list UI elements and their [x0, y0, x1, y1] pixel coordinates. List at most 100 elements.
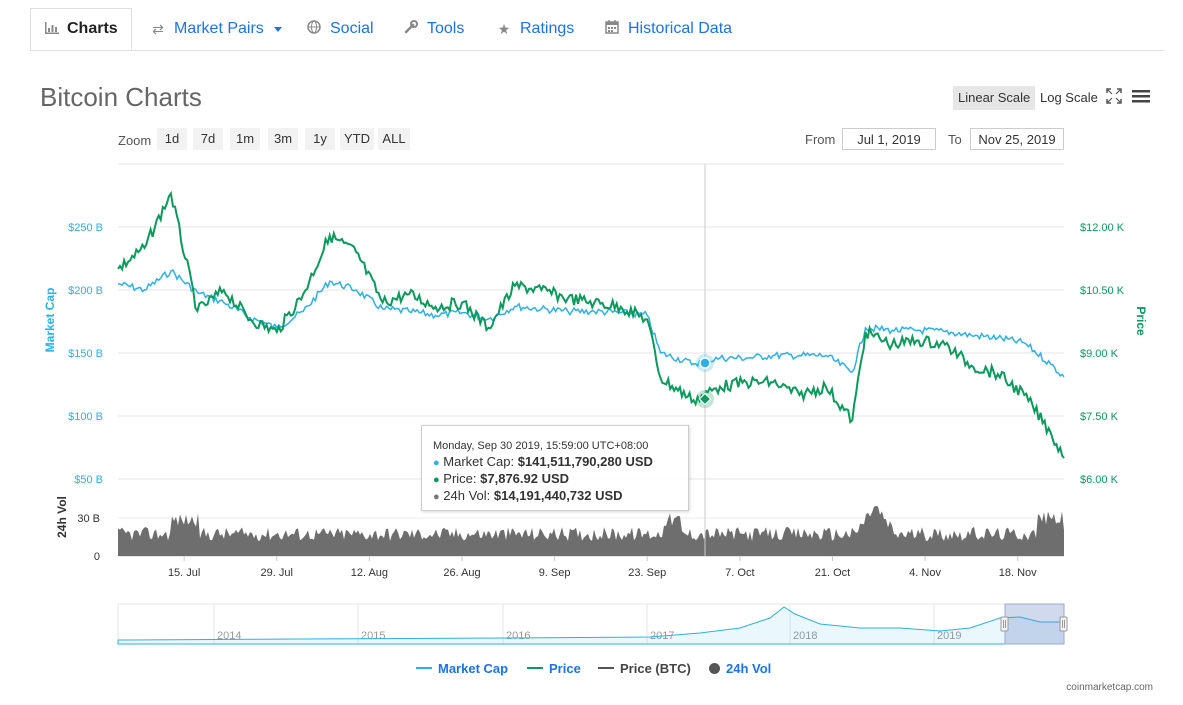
- market-cap-line: [117, 269, 1065, 378]
- from-date-input[interactable]: Jul 1, 2019: [842, 128, 936, 150]
- tab-social[interactable]: Social: [306, 8, 374, 50]
- zoom-1y-button[interactable]: 1y: [305, 128, 335, 150]
- navigator-line: [117, 606, 1065, 645]
- tab-tools[interactable]: Tools: [403, 8, 464, 50]
- zoom-3m-button[interactable]: 3m: [268, 128, 298, 150]
- left-tick-label: $100 B: [68, 411, 103, 423]
- navigator-handle-left[interactable]: [1000, 616, 1009, 632]
- from-label: From: [805, 132, 836, 147]
- market-cap-dot-icon: ●: [433, 457, 440, 469]
- market-cap-hover-halo: [696, 354, 714, 372]
- legend-line-icon: [598, 667, 614, 669]
- navigator-year-label: 2015: [361, 630, 385, 642]
- navigator-frame: [117, 603, 1065, 645]
- to-label: To: [948, 132, 962, 147]
- right-axis-title: Price: [1134, 306, 1148, 336]
- navigator-year-label: 2016: [506, 630, 530, 642]
- calendar-icon: [604, 8, 620, 50]
- left-tick-label: $200 B: [68, 285, 103, 297]
- right-tick-label: $7.50 K: [1080, 411, 1119, 423]
- navigator-year-label: 2017: [650, 630, 674, 642]
- fullscreen-icon[interactable]: [1105, 88, 1123, 106]
- tooltip-value: $141,511,790,280 USD: [517, 454, 653, 469]
- navigator-year-label: 2019: [937, 630, 961, 642]
- log-scale-button[interactable]: Log Scale: [1040, 90, 1098, 105]
- price-hover-halo: [696, 390, 714, 408]
- left-tick-label: $50 B: [74, 474, 103, 486]
- right-tick-label: $6.00 K: [1080, 474, 1119, 486]
- price-line: [117, 190, 1065, 459]
- legend-label: 24h Vol: [726, 660, 772, 676]
- legend-label: Price: [549, 660, 581, 676]
- x-tick-label: 21. Oct: [815, 567, 850, 579]
- x-axis: 15. Jul 29. Jul 12. Aug 26. Aug 9. Sep 23. Se…: [168, 556, 1037, 579]
- tooltip-value: $7,876.92 USD: [480, 471, 570, 486]
- tab-label: Historical Data: [628, 20, 733, 37]
- volume-dot-icon: ●: [433, 491, 440, 503]
- legend-line-icon: [416, 667, 432, 669]
- chart-tooltip: Monday, Sep 30 2019, 15:59:00 UTC+08:00 …: [421, 425, 689, 511]
- x-tick-label: 23. Sep: [628, 567, 666, 579]
- tab-label: Tools: [427, 20, 465, 37]
- x-tick-label: 9. Sep: [539, 567, 571, 579]
- x-tick-label: 7. Oct: [725, 567, 754, 579]
- legend-item-price-btc[interactable]: Price (BTC): [598, 659, 691, 677]
- tab-label: Social: [330, 20, 374, 37]
- legend-label: Price (BTC): [620, 660, 691, 676]
- legend-line-icon: [527, 667, 543, 669]
- star-icon: ★: [497, 21, 511, 37]
- to-date-input[interactable]: Nov 25, 2019: [970, 128, 1064, 150]
- chart-tabs: Charts ⇄ Market Pairs Social Tools ★ Rat…: [30, 8, 1163, 51]
- tooltip-row-market-cap: ● Market Cap: $141,511,790,280 USD: [433, 454, 688, 471]
- x-tick-label: 26. Aug: [443, 567, 480, 579]
- tab-label: Charts: [67, 20, 118, 37]
- tab-market-pairs[interactable]: ⇄ Market Pairs: [150, 8, 282, 50]
- wrench-icon: [403, 8, 419, 50]
- legend-item-market-cap[interactable]: Market Cap: [416, 659, 508, 677]
- zoom-label: Zoom: [118, 133, 152, 148]
- caret-down-icon: [273, 26, 282, 32]
- price-hover-point: [698, 392, 712, 406]
- legend-item-24h-vol[interactable]: 24h Vol: [709, 659, 771, 677]
- tab-label: Ratings: [520, 20, 575, 37]
- left-tick-label: $150 B: [68, 348, 103, 360]
- tab-ratings[interactable]: ★ Ratings: [496, 8, 575, 50]
- tooltip-label: Price:: [443, 471, 477, 486]
- volume-tick-label: 0: [94, 551, 100, 563]
- x-tick-label: 15. Jul: [168, 567, 200, 579]
- globe-icon: [306, 8, 322, 50]
- volume-area: [118, 505, 1064, 556]
- price-dot-icon: ●: [433, 474, 440, 486]
- navigator-selection[interactable]: [1004, 603, 1065, 645]
- tooltip-date: Monday, Sep 30 2019, 15:59:00 UTC+08:00: [433, 440, 649, 452]
- credit-text: coinmarketcap.com: [1066, 682, 1153, 693]
- legend-label: Market Cap: [438, 660, 509, 676]
- right-tick-label: $9.00 K: [1080, 348, 1119, 360]
- bar-chart-icon: [45, 8, 59, 50]
- zoom-1d-button[interactable]: 1d: [157, 128, 187, 150]
- tab-charts[interactable]: Charts: [30, 8, 132, 50]
- tab-label: Market Pairs: [174, 20, 264, 37]
- x-tick-label: 4. Nov: [909, 567, 941, 579]
- page-title: Bitcoin Charts: [40, 82, 202, 112]
- linear-scale-button[interactable]: Linear Scale: [953, 86, 1036, 110]
- menu-icon[interactable]: [1132, 88, 1150, 106]
- legend-item-price[interactable]: Price: [527, 659, 581, 677]
- right-tick-label: $10.50 K: [1080, 285, 1125, 297]
- tooltip-value: $14,191,440,732 USD: [493, 488, 623, 503]
- legend-circle-icon: [709, 662, 720, 674]
- zoom-ytd-button[interactable]: YTD: [340, 128, 374, 150]
- tab-historical-data[interactable]: Historical Data: [604, 8, 732, 50]
- tooltip-row-price: ● Price: $7,876.92 USD: [433, 471, 688, 488]
- x-tick-label: 29. Jul: [261, 567, 293, 579]
- zoom-1m-button[interactable]: 1m: [230, 128, 260, 150]
- zoom-7d-button[interactable]: 7d: [193, 128, 223, 150]
- right-tick-label: $12.00 K: [1080, 222, 1125, 234]
- x-tick-label: 18. Nov: [999, 567, 1037, 579]
- arrows-exchange-icon: ⇄: [152, 21, 164, 37]
- navigator-year-label: 2018: [793, 630, 817, 642]
- zoom-all-button[interactable]: ALL: [378, 128, 410, 150]
- x-tick-label: 12. Aug: [351, 567, 388, 579]
- volume-axis-title: 24h Vol: [55, 496, 69, 538]
- navigator-handle-right[interactable]: [1059, 616, 1068, 632]
